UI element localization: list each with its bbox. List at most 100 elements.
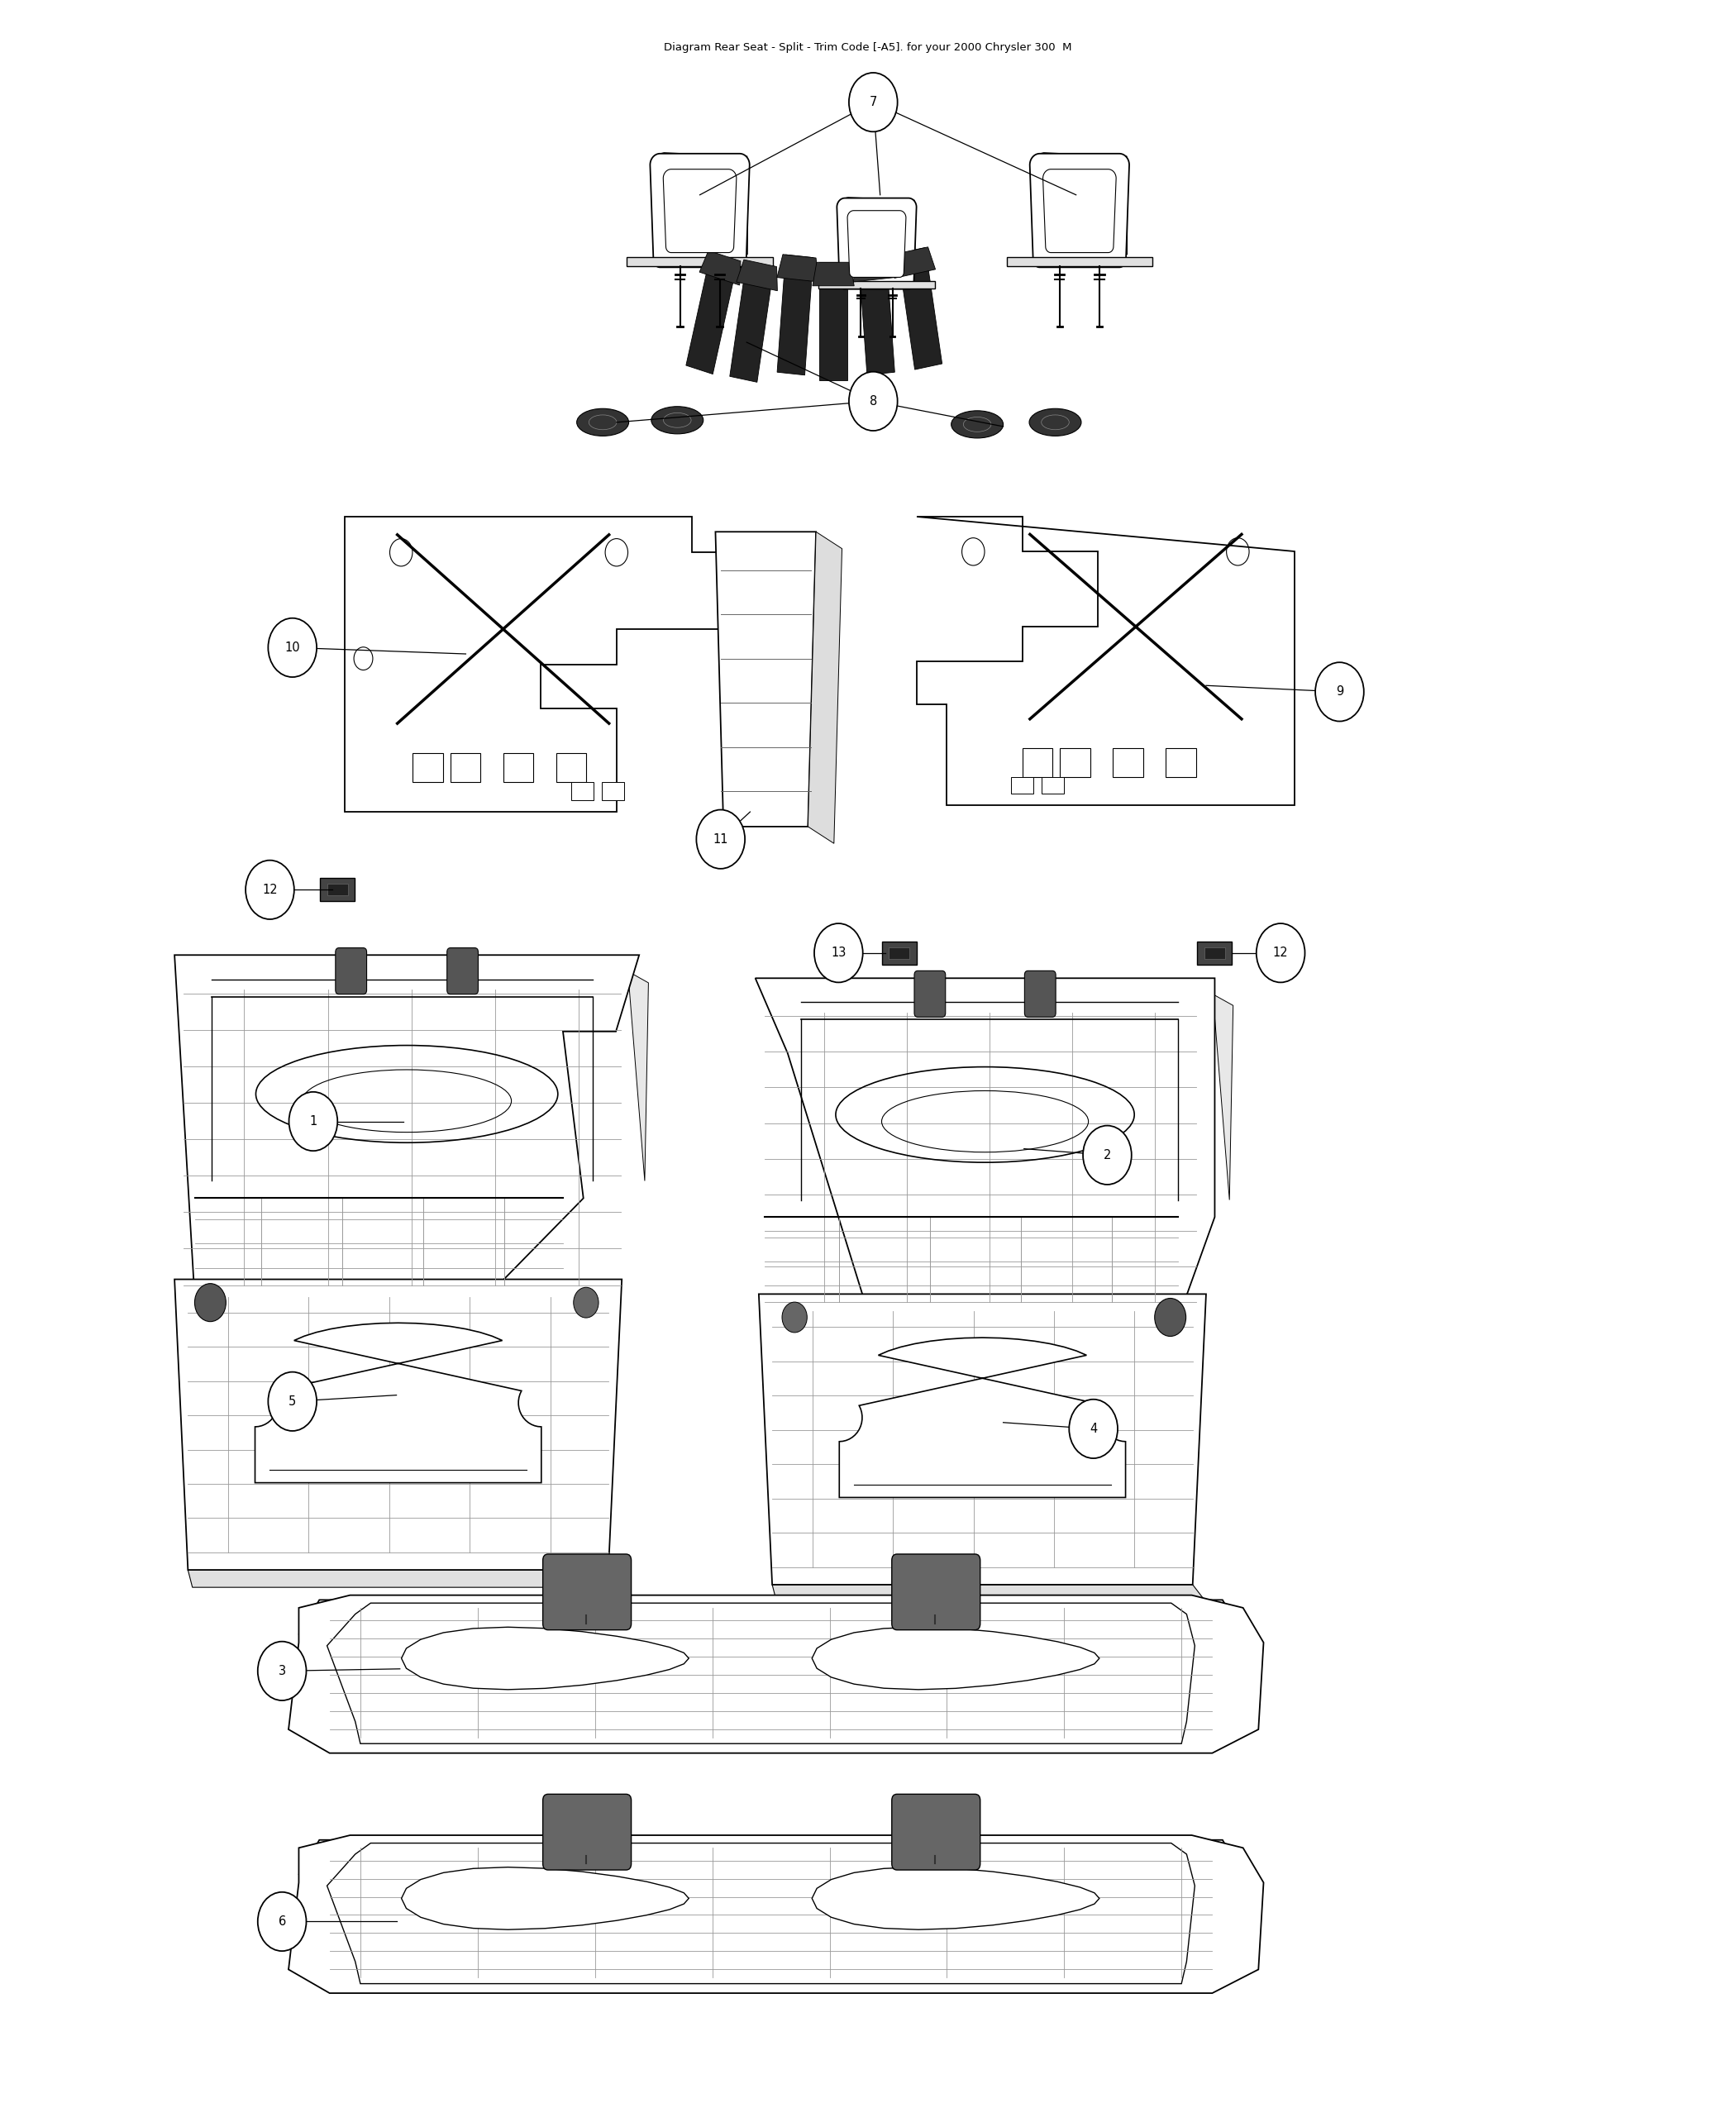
FancyBboxPatch shape xyxy=(1024,972,1055,1016)
Polygon shape xyxy=(736,259,778,291)
Polygon shape xyxy=(649,154,750,268)
Text: 11: 11 xyxy=(713,833,729,845)
Circle shape xyxy=(1154,1299,1186,1336)
Text: 4: 4 xyxy=(1090,1423,1097,1436)
Polygon shape xyxy=(1029,154,1128,268)
FancyBboxPatch shape xyxy=(915,972,946,1016)
Polygon shape xyxy=(854,255,894,282)
Polygon shape xyxy=(450,753,481,782)
Circle shape xyxy=(781,1303,807,1332)
Text: 8: 8 xyxy=(870,394,877,407)
Circle shape xyxy=(573,1288,599,1318)
Polygon shape xyxy=(1213,995,1233,1199)
Text: 6: 6 xyxy=(278,1916,286,1927)
Polygon shape xyxy=(326,1602,1194,1743)
Polygon shape xyxy=(175,1280,621,1570)
Text: 5: 5 xyxy=(288,1395,297,1408)
Polygon shape xyxy=(627,257,773,266)
Polygon shape xyxy=(773,1585,1207,1602)
Polygon shape xyxy=(660,152,748,156)
Polygon shape xyxy=(686,251,738,373)
Circle shape xyxy=(849,371,898,430)
Polygon shape xyxy=(700,251,741,285)
Polygon shape xyxy=(1061,748,1090,776)
Polygon shape xyxy=(628,972,649,1180)
Polygon shape xyxy=(819,261,847,379)
Polygon shape xyxy=(1042,776,1064,795)
Text: 12: 12 xyxy=(262,883,278,896)
Circle shape xyxy=(814,923,863,982)
Text: 3: 3 xyxy=(278,1665,286,1678)
Polygon shape xyxy=(812,1868,1099,1929)
Polygon shape xyxy=(1205,946,1226,959)
Text: 9: 9 xyxy=(1335,685,1344,698)
Polygon shape xyxy=(908,200,915,278)
Polygon shape xyxy=(601,782,625,801)
FancyBboxPatch shape xyxy=(543,1794,632,1870)
Polygon shape xyxy=(663,169,736,253)
Polygon shape xyxy=(807,531,842,843)
Polygon shape xyxy=(859,255,894,375)
Text: 7: 7 xyxy=(870,97,877,108)
Polygon shape xyxy=(812,261,854,287)
Circle shape xyxy=(267,1372,316,1431)
Polygon shape xyxy=(917,516,1295,805)
Polygon shape xyxy=(778,255,818,282)
Polygon shape xyxy=(1167,748,1196,776)
Polygon shape xyxy=(1043,169,1116,253)
Circle shape xyxy=(1069,1400,1118,1459)
Polygon shape xyxy=(288,1950,1259,1969)
FancyBboxPatch shape xyxy=(892,1554,981,1629)
Polygon shape xyxy=(1198,942,1233,965)
Text: 13: 13 xyxy=(832,946,845,959)
Polygon shape xyxy=(838,1339,1125,1497)
Polygon shape xyxy=(845,198,915,200)
Polygon shape xyxy=(1040,152,1127,156)
Text: Diagram Rear Seat - Split - Trim Code [-A5]. for your 2000 Chrysler 300  M: Diagram Rear Seat - Split - Trim Code [-… xyxy=(663,42,1073,53)
Circle shape xyxy=(849,74,898,131)
Polygon shape xyxy=(898,247,943,369)
Circle shape xyxy=(1316,662,1364,721)
Polygon shape xyxy=(1023,748,1052,776)
Polygon shape xyxy=(1010,776,1033,795)
Polygon shape xyxy=(882,942,917,965)
Polygon shape xyxy=(571,782,594,801)
Text: 1: 1 xyxy=(309,1115,318,1128)
Polygon shape xyxy=(288,1596,1264,1754)
Polygon shape xyxy=(818,280,936,289)
Polygon shape xyxy=(299,1840,1243,1874)
Ellipse shape xyxy=(651,407,703,434)
Polygon shape xyxy=(319,879,354,902)
Polygon shape xyxy=(288,1710,1259,1729)
Polygon shape xyxy=(837,198,917,289)
Circle shape xyxy=(267,618,316,677)
Polygon shape xyxy=(1113,748,1144,776)
Polygon shape xyxy=(715,531,816,826)
Polygon shape xyxy=(759,1294,1207,1585)
Text: 2: 2 xyxy=(1104,1149,1111,1162)
Circle shape xyxy=(194,1284,226,1322)
Polygon shape xyxy=(326,883,347,896)
Polygon shape xyxy=(1007,257,1153,266)
Polygon shape xyxy=(740,156,748,255)
Circle shape xyxy=(245,860,293,919)
Circle shape xyxy=(1083,1126,1132,1185)
FancyBboxPatch shape xyxy=(446,949,477,995)
Ellipse shape xyxy=(1029,409,1082,436)
Circle shape xyxy=(257,1642,306,1701)
Polygon shape xyxy=(556,753,587,782)
Text: 10: 10 xyxy=(285,641,300,653)
Polygon shape xyxy=(1120,156,1127,255)
Polygon shape xyxy=(401,1627,689,1691)
Polygon shape xyxy=(755,978,1215,1320)
Polygon shape xyxy=(894,247,936,278)
Polygon shape xyxy=(401,1868,689,1929)
Polygon shape xyxy=(299,1600,1243,1634)
Polygon shape xyxy=(729,259,774,382)
FancyBboxPatch shape xyxy=(892,1794,981,1870)
Polygon shape xyxy=(344,516,722,812)
Polygon shape xyxy=(812,1627,1099,1691)
Ellipse shape xyxy=(576,409,628,436)
Circle shape xyxy=(696,809,745,868)
Polygon shape xyxy=(889,946,910,959)
